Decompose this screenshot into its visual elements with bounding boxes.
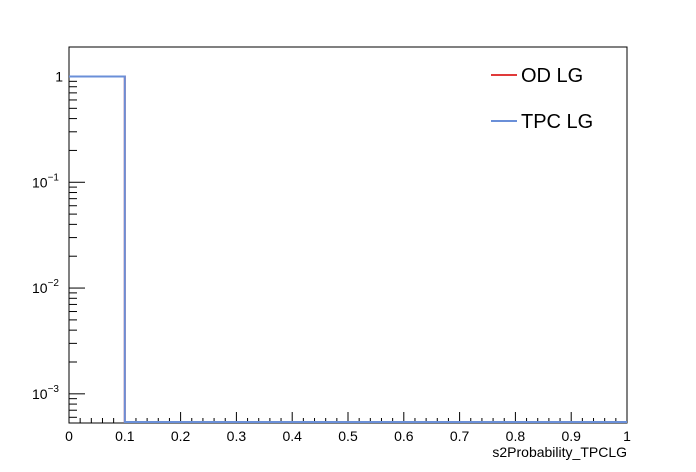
x-tick-label: 0.1: [115, 428, 135, 444]
series-tpc-lg-line: [69, 75, 627, 423]
y-tick-label: 10−1: [32, 172, 59, 190]
y-tick-label: 1: [55, 68, 63, 84]
series-layer: [69, 75, 627, 423]
x-tick-label: 0.5: [338, 428, 358, 444]
plot-frame: [68, 46, 628, 424]
x-tick-label: 0.3: [227, 428, 247, 444]
x-tick-label: 0.9: [561, 428, 581, 444]
x-tick-label: 1: [623, 428, 631, 444]
x-tick-label: 0.2: [171, 428, 191, 444]
x-tick-label: 0.7: [450, 428, 470, 444]
legend: OD LG TPC LG: [491, 65, 593, 133]
x-axis-label: s2Probability_TPCLG: [492, 444, 627, 460]
legend-label: OD LG: [521, 65, 583, 87]
legend-label: TPC LG: [521, 111, 593, 133]
x-tick-label: 0.6: [394, 428, 414, 444]
plot-area: [68, 46, 628, 424]
x-tick-label: 0.8: [506, 428, 526, 444]
x-tick-label: 0.4: [282, 428, 302, 444]
y-axis: 1 10−1 10−2 10−3: [32, 68, 85, 418]
y-tick-label: 10−2: [32, 278, 59, 296]
x-tick-label: 0: [65, 428, 73, 444]
y-tick-label: 10−3: [32, 384, 59, 402]
x-axis: 0 0.1 0.2 0.3 0.4 0.5 0.6 0.7 0.8 0.9 1: [65, 412, 631, 444]
